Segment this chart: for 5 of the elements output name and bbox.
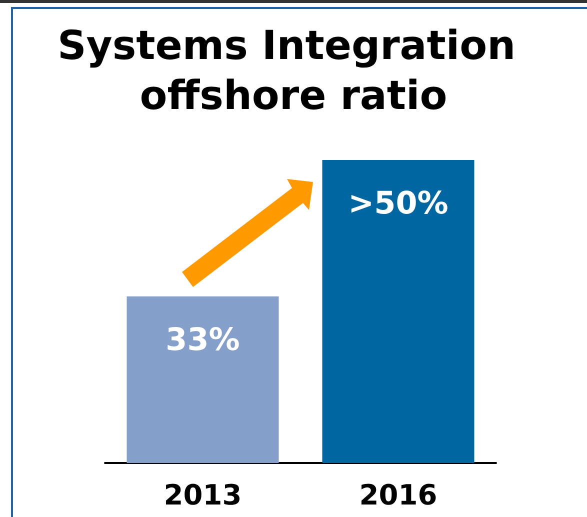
x-tick-label: 2016 <box>359 478 438 512</box>
chart-title: Systems Integration offshore ratio <box>57 23 530 119</box>
data-label: >50% <box>348 186 448 222</box>
data-label: 33% <box>166 322 240 358</box>
x-tick-label: 2013 <box>164 478 242 512</box>
